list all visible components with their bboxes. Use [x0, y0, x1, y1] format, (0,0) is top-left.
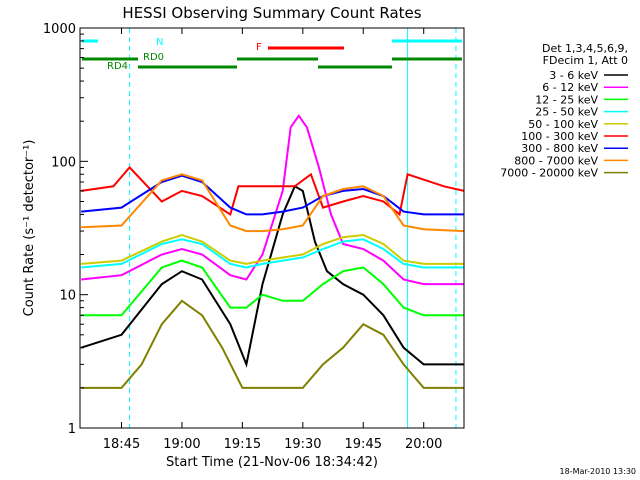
series-line-4	[81, 233, 464, 265]
legend-label-1: 6 - 12 keV	[542, 81, 598, 94]
legend-label-2: 12 - 25 keV	[535, 93, 598, 106]
x-axis-ticks: 18:45 19:00 19:15 19:30 19:45 20:00	[103, 28, 442, 452]
y-tick-label-0: 1	[68, 422, 76, 437]
x-axis-label: Start Time (21-Nov-06 18:34:42)	[166, 455, 378, 470]
series-line-5	[81, 165, 465, 217]
night-label: N	[156, 37, 163, 48]
legend-label-4: 50 - 100 keV	[528, 118, 598, 131]
series-line-8	[81, 299, 464, 389]
y-tick-label-2: 100	[51, 155, 76, 170]
timestamp: 18-Mar-2010 13:30	[560, 467, 637, 476]
series-line-2	[81, 259, 464, 317]
y-axis-label: Count Rate (s⁻¹ detector⁻¹)	[22, 140, 37, 317]
legend-label-7: 800 - 7000 keV	[514, 154, 598, 167]
legend-label-6: 300 - 800 keV	[521, 142, 598, 155]
rd4-label: RD4	[107, 61, 128, 72]
x-tick-label-0: 18:45	[103, 437, 140, 452]
legend-header-line-2: FDecim 1, Att 0	[543, 54, 628, 67]
legend: Det 1,3,4,5,6,9, FDecim 1, Att 0 3 - 6 k…	[500, 42, 628, 180]
x-tick-label-4: 19:45	[345, 437, 382, 452]
x-tick-label-3: 19:30	[284, 437, 321, 452]
legend-label-3: 25 - 50 keV	[535, 106, 598, 119]
x-tick-label-1: 19:00	[163, 437, 200, 452]
chart-title: HESSI Observing Summary Count Rates	[122, 4, 421, 22]
plot-area	[80, 28, 465, 428]
series-line-1	[81, 113, 464, 286]
x-tick-label-2: 19:15	[224, 437, 261, 452]
series-line-6	[81, 174, 464, 216]
legend-header-line-1: Det 1,3,4,5,6,9,	[542, 42, 628, 55]
plot-frame	[79, 27, 465, 429]
x-tick-label-5: 20:00	[405, 437, 442, 452]
rd0-label: RD0	[143, 52, 164, 63]
legend-label-8: 7000 - 20000 keV	[500, 167, 598, 180]
flare-label: F	[256, 42, 262, 53]
y-axis-ticks: 1 10 100 1000	[43, 22, 88, 437]
series-line-3	[81, 238, 464, 269]
series-line-7	[81, 173, 465, 233]
y-tick-label-3: 1000	[43, 22, 76, 37]
y-tick-label-1: 10	[59, 289, 76, 304]
legend-label-5: 100 - 300 keV	[521, 130, 598, 143]
legend-label-0: 3 - 6 keV	[549, 69, 598, 82]
